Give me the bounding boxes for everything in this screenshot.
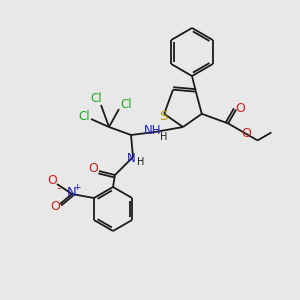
Text: -: - bbox=[57, 182, 61, 196]
Text: Cl: Cl bbox=[120, 98, 132, 112]
Text: O: O bbox=[241, 127, 251, 140]
Text: H: H bbox=[137, 157, 145, 167]
Text: N: N bbox=[127, 152, 135, 164]
Text: +: + bbox=[73, 184, 81, 193]
Text: H: H bbox=[160, 132, 168, 142]
Text: Cl: Cl bbox=[90, 92, 102, 106]
Text: Cl: Cl bbox=[78, 110, 90, 122]
Text: NH: NH bbox=[144, 124, 162, 137]
Text: O: O bbox=[50, 200, 60, 214]
Text: O: O bbox=[47, 175, 57, 188]
Text: O: O bbox=[235, 102, 245, 115]
Text: N: N bbox=[67, 187, 77, 200]
Text: O: O bbox=[88, 161, 98, 175]
Text: S: S bbox=[159, 110, 167, 123]
